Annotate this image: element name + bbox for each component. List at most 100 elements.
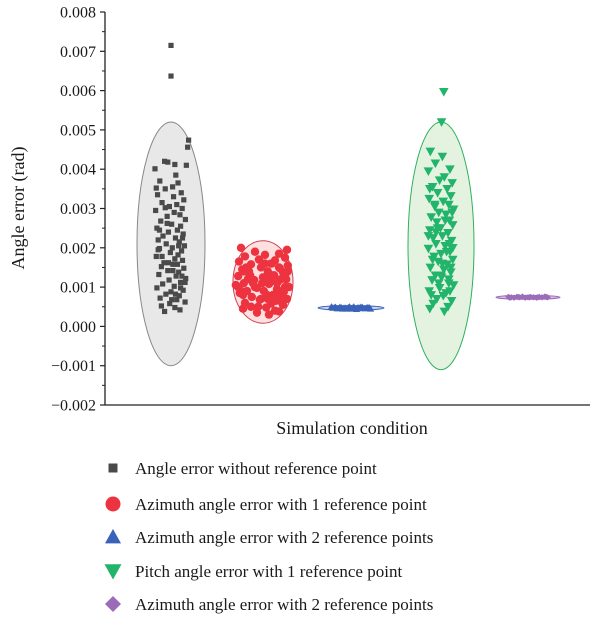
legend-item: Azimuth angle error with 2 reference poi… xyxy=(105,528,433,547)
data-point xyxy=(441,247,452,257)
data-point xyxy=(153,253,159,260)
data-point xyxy=(260,259,270,268)
data-point xyxy=(262,303,271,312)
data-point xyxy=(240,252,250,261)
data-point xyxy=(234,282,243,292)
data-point xyxy=(280,282,290,292)
data-point xyxy=(428,299,438,309)
data-point xyxy=(170,261,176,267)
y-tick-label: 0.003 xyxy=(60,201,96,218)
data-point xyxy=(166,277,172,283)
data-point xyxy=(506,294,513,301)
data-point xyxy=(174,297,180,303)
data-point xyxy=(436,249,446,259)
data-point xyxy=(159,200,165,206)
data-point xyxy=(256,294,266,304)
y-tick-label: 0.006 xyxy=(60,83,96,100)
data-point xyxy=(158,264,164,270)
data-point xyxy=(446,192,456,201)
data-point xyxy=(434,176,445,186)
data-point xyxy=(433,208,444,218)
x-axis-title: Simulation condition xyxy=(276,418,428,438)
data-point xyxy=(423,232,434,241)
data-point xyxy=(177,307,183,313)
data-point xyxy=(259,286,268,296)
legend: Angle error without reference point Azim… xyxy=(104,459,433,614)
data-point xyxy=(174,261,180,267)
data-point xyxy=(165,229,172,235)
data-point xyxy=(170,267,176,274)
data-point xyxy=(153,185,159,191)
data-point xyxy=(152,166,158,172)
data-point xyxy=(178,223,184,229)
data-point xyxy=(183,275,189,282)
data-point xyxy=(278,298,287,308)
data-point xyxy=(164,213,170,219)
data-point xyxy=(172,161,178,168)
data-point xyxy=(234,271,243,281)
data-point xyxy=(161,260,167,266)
data-point xyxy=(250,247,260,256)
data-point xyxy=(153,207,159,214)
data-point xyxy=(436,271,446,281)
points-layer xyxy=(152,42,551,319)
data-point xyxy=(274,307,284,316)
data-point xyxy=(155,237,161,243)
confidence-ellipse xyxy=(407,121,475,371)
data-point xyxy=(436,118,447,127)
data-point xyxy=(178,285,184,291)
y-tick-label: 0.007 xyxy=(60,44,96,61)
data-point xyxy=(178,279,184,285)
data-point xyxy=(169,245,175,251)
data-point xyxy=(180,231,186,237)
data-point xyxy=(430,200,440,210)
data-point xyxy=(168,289,174,295)
data-point xyxy=(423,167,434,176)
data-point xyxy=(447,208,457,218)
data-point xyxy=(168,73,174,79)
data-point xyxy=(174,227,180,233)
data-point xyxy=(163,241,169,247)
data-point xyxy=(263,294,272,304)
data-point xyxy=(173,172,179,178)
data-point xyxy=(169,221,175,227)
data-point xyxy=(176,269,182,275)
data-point xyxy=(173,273,179,279)
y-tick-label: 0.001 xyxy=(60,280,96,297)
data-point xyxy=(162,308,168,315)
y-ticks: −0.002 −0.001 0.000 0.001 0.002 0.003 0.004 0.0… xyxy=(51,5,105,415)
data-point xyxy=(238,304,248,313)
data-point xyxy=(246,271,255,280)
data-point xyxy=(432,295,442,304)
y-tick-label: 0.002 xyxy=(60,240,96,257)
data-point xyxy=(157,295,163,301)
data-point xyxy=(448,281,459,290)
data-point xyxy=(431,228,441,237)
data-point xyxy=(154,192,161,198)
data-point xyxy=(270,271,279,280)
legend-marker-circle xyxy=(105,496,121,512)
data-point xyxy=(156,227,163,233)
data-point xyxy=(162,186,168,192)
data-point xyxy=(238,290,248,300)
data-point xyxy=(439,173,450,182)
data-point xyxy=(425,304,435,314)
y-tick-label: 0.000 xyxy=(60,319,96,336)
data-point xyxy=(165,267,171,274)
data-point xyxy=(347,305,355,312)
data-point xyxy=(169,297,175,303)
data-point xyxy=(160,281,166,287)
data-point xyxy=(254,302,263,311)
data-point xyxy=(176,293,182,299)
data-point xyxy=(157,178,163,184)
data-point xyxy=(283,261,292,270)
y-axis-title: Angle error (rad) xyxy=(8,147,29,270)
legend-marker-square xyxy=(108,463,118,473)
data-point xyxy=(172,235,179,241)
data-point xyxy=(165,260,172,266)
data-point xyxy=(175,180,181,186)
data-point xyxy=(170,184,176,190)
data-point xyxy=(239,267,248,276)
data-point xyxy=(445,287,455,296)
data-point xyxy=(425,263,436,273)
